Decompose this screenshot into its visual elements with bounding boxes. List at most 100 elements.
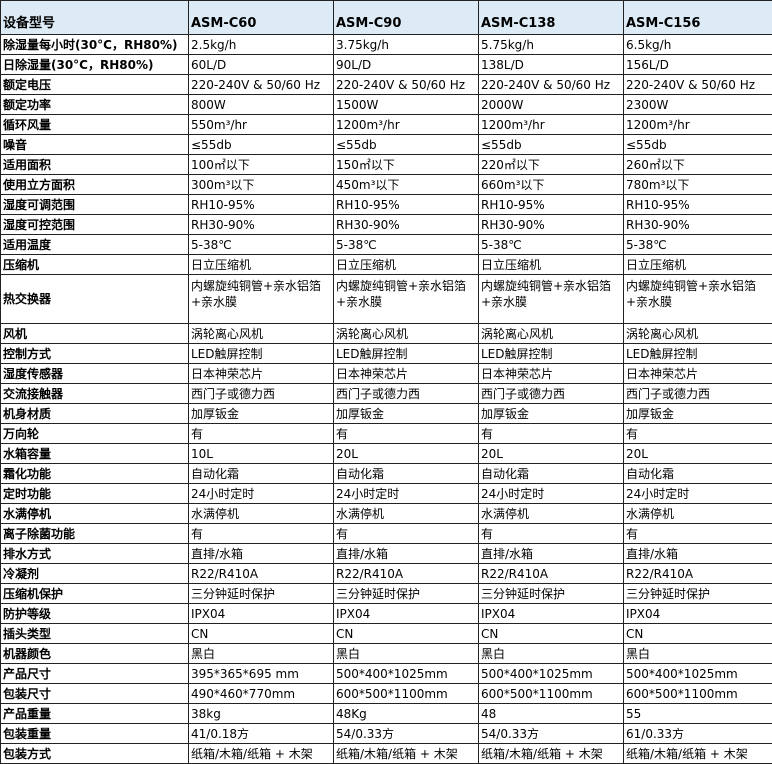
header-label-cell: 设备型号: [1, 1, 189, 35]
spec-value-cell: 加厚钣金: [189, 404, 334, 424]
spec-value-cell: RH30-90%: [189, 215, 334, 235]
spec-value-cell: LED触屏控制: [189, 344, 334, 364]
spec-value-cell: 61/0.33方: [624, 724, 772, 744]
table-row: 风机涡轮离心风机涡轮离心风机涡轮离心风机涡轮离心风机: [1, 324, 772, 344]
spec-value-cell: RH10-95%: [479, 195, 624, 215]
spec-label-cell: 产品重量: [1, 704, 189, 724]
spec-label-cell: 插头类型: [1, 624, 189, 644]
spec-label-cell: 水箱容量: [1, 444, 189, 464]
spec-label-cell: 冷凝剂: [1, 564, 189, 584]
spec-value-cell: 纸箱/木箱/纸箱 + 木架: [334, 744, 479, 764]
spec-value-cell: 220-240V & 50/60 Hz: [334, 75, 479, 95]
spec-label-cell: 包装重量: [1, 724, 189, 744]
spec-value-cell: 220-240V & 50/60 Hz: [479, 75, 624, 95]
spec-label-cell: 机身材质: [1, 404, 189, 424]
spec-label-cell: 除湿量每小时(30°C，RH80%): [1, 35, 189, 55]
spec-value-cell: 24小时定时: [334, 484, 479, 504]
spec-value-cell: 38kg: [189, 704, 334, 724]
spec-value-cell: 涡轮离心风机: [624, 324, 772, 344]
spec-value-cell: RH10-95%: [624, 195, 772, 215]
spec-value-cell: ≤55db: [189, 135, 334, 155]
spec-value-cell: 加厚钣金: [624, 404, 772, 424]
spec-value-cell: 1500W: [334, 95, 479, 115]
spec-value-cell: 水满停机: [189, 504, 334, 524]
spec-label-cell: 湿度可控范围: [1, 215, 189, 235]
spec-value-cell: 600*500*1100mm: [334, 684, 479, 704]
spec-value-cell: CN: [479, 624, 624, 644]
spec-value-cell: RH30-90%: [624, 215, 772, 235]
spec-value-cell: R22/R410A: [334, 564, 479, 584]
spec-value-cell: 5-38℃: [189, 235, 334, 255]
spec-value-cell: 日立压缩机: [334, 255, 479, 275]
table-row: 湿度传感器日本神荣芯片日本神荣芯片日本神荣芯片日本神荣芯片: [1, 364, 772, 384]
spec-value-cell: 黑白: [334, 644, 479, 664]
header-model-cell: ASM-C156: [624, 1, 772, 35]
spec-label-cell: 排水方式: [1, 544, 189, 564]
spec-value-cell: 日立压缩机: [479, 255, 624, 275]
spec-value-cell: IPX04: [624, 604, 772, 624]
spec-value-cell: 5-38℃: [624, 235, 772, 255]
spec-value-cell: IPX04: [479, 604, 624, 624]
spec-value-cell: 有: [334, 424, 479, 444]
spec-value-cell: 800W: [189, 95, 334, 115]
table-row: 机身材质加厚钣金加厚钣金加厚钣金加厚钣金: [1, 404, 772, 424]
spec-value-cell: 直排/水箱: [479, 544, 624, 564]
spec-label-cell: 包装尺寸: [1, 684, 189, 704]
spec-value-cell: 三分钟延时保护: [479, 584, 624, 604]
spec-value-cell: 20L: [334, 444, 479, 464]
spec-value-cell: 加厚钣金: [479, 404, 624, 424]
spec-value-cell: 20L: [479, 444, 624, 464]
spec-value-cell: 加厚钣金: [334, 404, 479, 424]
spec-value-cell: 西门子或德力西: [479, 384, 624, 404]
spec-value-cell: ≤55db: [624, 135, 772, 155]
spec-value-cell: 日本神荣芯片: [624, 364, 772, 384]
spec-label-cell: 压缩机: [1, 255, 189, 275]
spec-label-cell: 湿度传感器: [1, 364, 189, 384]
spec-value-cell: 涡轮离心风机: [479, 324, 624, 344]
spec-value-cell: 直排/水箱: [624, 544, 772, 564]
spec-value-cell: 54/0.33方: [334, 724, 479, 744]
table-row: 压缩机保护三分钟延时保护三分钟延时保护三分钟延时保护三分钟延时保护: [1, 584, 772, 604]
spec-label-cell: 湿度可调范围: [1, 195, 189, 215]
table-row: 霜化功能自动化霜自动化霜自动化霜自动化霜: [1, 464, 772, 484]
spec-label-cell: 循环风量: [1, 115, 189, 135]
spec-label-cell: 适用面积: [1, 155, 189, 175]
spec-value-cell: 54/0.33方: [479, 724, 624, 744]
spec-value-cell: 西门子或德力西: [624, 384, 772, 404]
spec-value-cell: 24小时定时: [479, 484, 624, 504]
spec-value-cell: 2000W: [479, 95, 624, 115]
spec-label-cell: 压缩机保护: [1, 584, 189, 604]
spec-value-cell: IPX04: [189, 604, 334, 624]
spec-value-cell: 内螺旋纯铜管+亲水铝箔+亲水膜: [624, 275, 772, 324]
spec-label-cell: 万向轮: [1, 424, 189, 444]
spec-value-cell: 黑白: [189, 644, 334, 664]
spec-value-cell: 220-240V & 50/60 Hz: [624, 75, 772, 95]
spec-value-cell: 自动化霜: [189, 464, 334, 484]
spec-value-cell: 黑白: [624, 644, 772, 664]
spec-value-cell: 纸箱/木箱/纸箱 + 木架: [479, 744, 624, 764]
spec-value-cell: 日本神荣芯片: [479, 364, 624, 384]
spec-value-cell: 500*400*1025mm: [624, 664, 772, 684]
table-row: 压缩机日立压缩机日立压缩机日立压缩机日立压缩机: [1, 255, 772, 275]
spec-value-cell: LED触屏控制: [624, 344, 772, 364]
spec-value-cell: 纸箱/木箱/纸箱 + 木架: [189, 744, 334, 764]
spec-value-cell: 1200m³/hr: [624, 115, 772, 135]
table-row: 排水方式直排/水箱直排/水箱直排/水箱直排/水箱: [1, 544, 772, 564]
spec-value-cell: 490*460*770mm: [189, 684, 334, 704]
table-row: 万向轮有有有有: [1, 424, 772, 444]
spec-value-cell: 150㎡以下: [334, 155, 479, 175]
spec-value-cell: 600*500*1100mm: [479, 684, 624, 704]
